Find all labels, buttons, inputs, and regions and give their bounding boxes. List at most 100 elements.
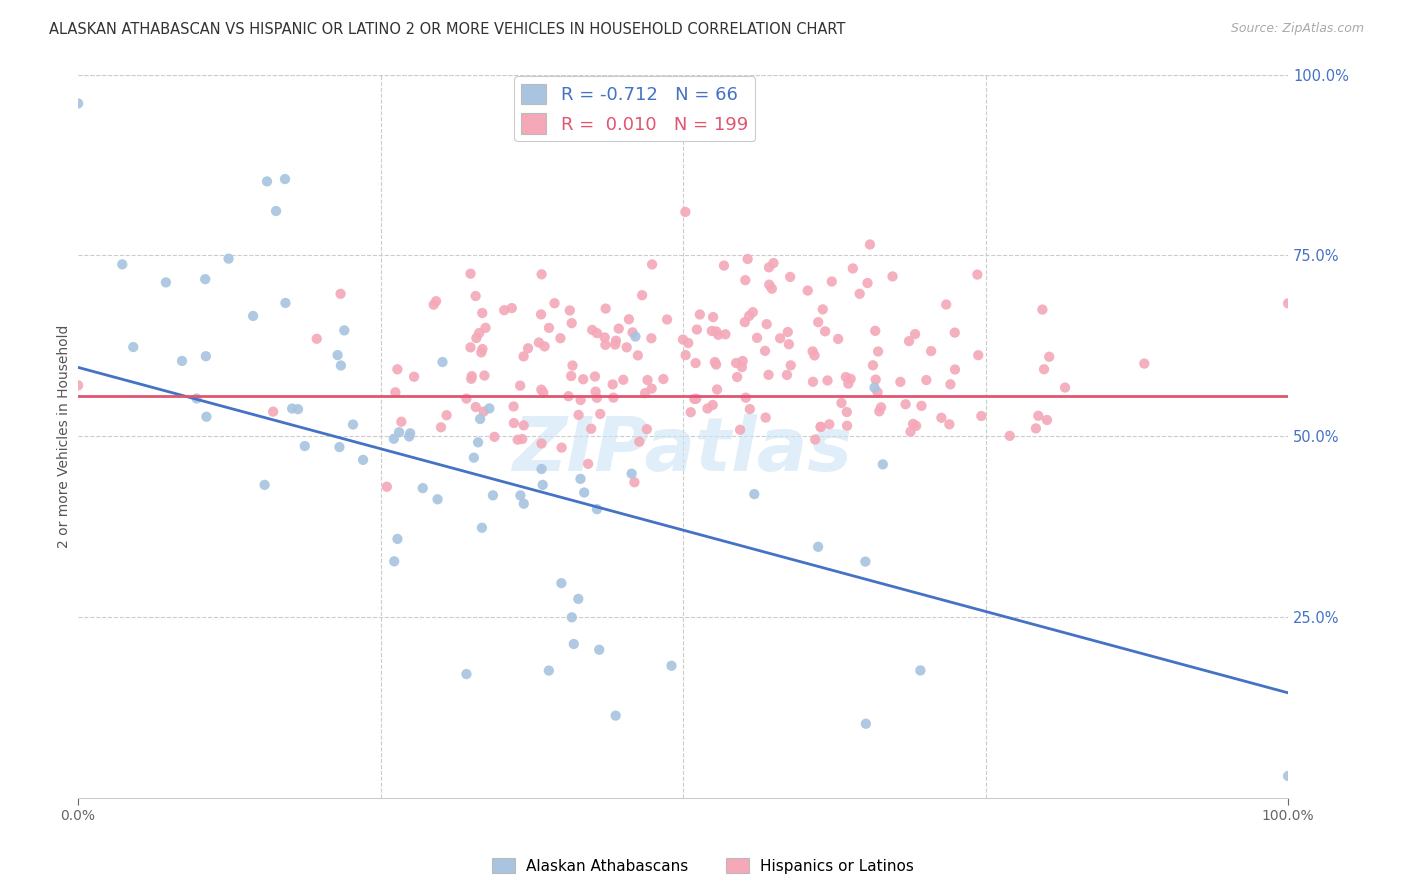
Point [474,368,496,383]
Point [676,336,699,351]
Point [967,348,990,362]
Point [588,642,610,657]
Text: ZIPatlas: ZIPatlas [513,414,853,487]
Point [506,433,529,447]
Point [387,362,409,376]
Point [533,339,555,353]
Point [382,554,405,568]
Point [835,405,858,419]
Point [714,327,737,342]
Point [686,322,709,336]
Point [328,440,350,454]
Point [801,375,824,389]
Point [702,398,724,412]
Point [863,381,886,395]
Point [872,458,894,472]
Y-axis label: 2 or more Vehicles in Household: 2 or more Vehicles in Household [58,325,72,548]
Point [194,272,217,286]
Point [195,409,218,424]
Point [530,307,553,321]
Point [460,372,482,386]
Point [430,420,453,434]
Point [460,340,482,354]
Point [707,327,730,342]
Point [595,301,617,316]
Point [1277,769,1299,783]
Point [673,205,696,219]
Point [572,372,595,386]
Point [623,475,645,490]
Point [426,492,449,507]
Point [807,540,830,554]
Point [827,332,849,346]
Point [569,472,592,486]
Point [755,410,778,425]
Point [868,404,890,418]
Point [342,417,364,432]
Point [218,252,240,266]
Point [384,385,406,400]
Point [550,576,572,591]
Point [550,331,572,345]
Point [905,418,928,433]
Point [579,422,602,436]
Point [256,174,278,188]
Point [509,378,531,392]
Point [755,317,778,331]
Point [636,422,658,436]
Point [696,401,718,416]
Point [769,331,792,345]
Point [801,344,824,359]
Point [558,303,581,318]
Point [966,268,988,282]
Point [537,664,560,678]
Point [537,321,560,335]
Point [399,426,422,441]
Point [704,358,727,372]
Point [685,356,707,370]
Point [557,389,579,403]
Point [561,610,583,624]
Point [589,407,612,421]
Point [734,315,756,329]
Point [818,417,841,432]
Point [471,306,494,320]
Point [810,420,832,434]
Point [274,172,297,186]
Point [502,400,524,414]
Point [900,425,922,439]
Point [581,323,603,337]
Point [741,305,763,319]
Point [543,296,565,310]
Point [634,386,657,401]
Point [821,275,844,289]
Point [281,401,304,416]
Point [762,256,785,270]
Point [484,430,506,444]
Point [652,372,675,386]
Point [868,344,890,359]
Point [561,316,583,330]
Point [970,409,993,423]
Point [738,309,761,323]
Point [155,276,177,290]
Point [935,297,957,311]
Point [655,312,678,326]
Point [605,708,627,723]
Point [901,417,924,431]
Point [700,324,723,338]
Point [463,450,485,465]
Point [731,360,754,375]
Point [1026,409,1049,423]
Point [494,303,516,318]
Point [745,331,768,345]
Point [640,331,662,345]
Point [501,301,523,315]
Point [1054,380,1077,394]
Point [471,521,494,535]
Point [620,467,643,481]
Point [738,402,761,417]
Point [807,315,830,329]
Point [853,555,876,569]
Point [898,334,921,348]
